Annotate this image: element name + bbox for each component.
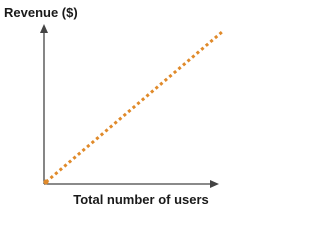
y-axis-arrow — [40, 24, 48, 33]
x-axis-label: Total number of users — [73, 192, 209, 207]
diagram: Revenue ($) Total number of users — [4, 5, 223, 207]
origin-dot — [43, 179, 49, 185]
trend-line — [45, 30, 223, 184]
x-axis-arrow — [210, 180, 219, 188]
y-axis-label: Revenue ($) — [4, 5, 78, 20]
page: Revenue ($) Total number of users (() =>… — [4, 5, 223, 207]
